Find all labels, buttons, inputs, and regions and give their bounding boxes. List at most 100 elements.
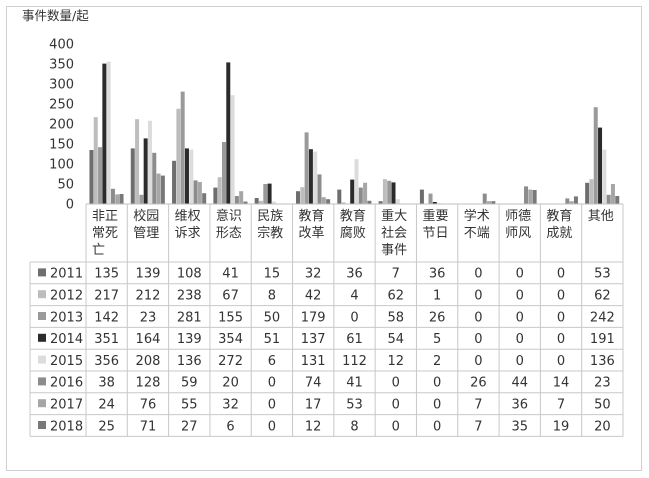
data-cell: 179 [301, 310, 326, 325]
category-label: 师德 [505, 209, 531, 224]
data-cell: 0 [268, 419, 276, 434]
category-label: 其他 [588, 209, 614, 224]
category-label: 事件 [381, 243, 407, 258]
bar [110, 188, 115, 204]
legend-label: 2012 [50, 289, 83, 304]
bar [176, 108, 181, 204]
data-cell: 32 [222, 398, 239, 413]
bar [230, 95, 235, 204]
bar [615, 196, 620, 204]
bar [382, 179, 387, 204]
category-label: 社会 [381, 225, 407, 241]
bar [271, 201, 276, 204]
legend-label: 2018 [50, 419, 83, 434]
y-tick-label: 0 [66, 198, 74, 213]
category-label: 常死 [92, 226, 118, 241]
bar [602, 149, 607, 204]
data-cell: 0 [474, 332, 482, 347]
bar [363, 182, 368, 204]
data-cell: 0 [557, 267, 565, 282]
bar [326, 199, 331, 204]
bar [573, 196, 578, 204]
data-cell: 12 [305, 419, 322, 434]
data-cell: 24 [98, 398, 115, 413]
data-cell: 7 [557, 398, 565, 413]
legend-swatch [38, 312, 46, 320]
data-cell: 0 [392, 419, 400, 434]
bar [93, 117, 98, 204]
data-cell: 0 [350, 310, 358, 325]
data-cell: 50 [594, 398, 611, 413]
data-cell: 212 [136, 289, 161, 304]
data-cell: 0 [474, 310, 482, 325]
data-cell: 41 [346, 376, 363, 391]
data-cell: 71 [140, 419, 157, 434]
bar [197, 182, 202, 204]
data-cell: 0 [268, 398, 276, 413]
bar [143, 138, 148, 204]
bar [354, 159, 359, 204]
bar [432, 202, 437, 204]
data-cell: 19 [553, 419, 570, 434]
y-tick-label: 350 [49, 58, 74, 73]
data-cell: 44 [511, 376, 528, 391]
data-cell: 0 [433, 376, 441, 391]
data-cell: 131 [301, 354, 326, 369]
legend-swatch [38, 333, 46, 342]
data-cell: 20 [594, 419, 611, 434]
data-cell: 38 [98, 376, 115, 391]
chart-frame [6, 6, 642, 471]
bar [102, 63, 107, 204]
bar [254, 198, 259, 204]
bar [135, 119, 140, 204]
bar [606, 194, 611, 204]
category-label: 非正 [92, 209, 118, 224]
category-label: 师风 [505, 226, 531, 241]
data-cell: 26 [470, 376, 487, 391]
bar [491, 201, 496, 204]
bar [358, 187, 363, 204]
legend-label: 2011 [50, 267, 83, 282]
bar [239, 191, 244, 204]
bar [98, 147, 103, 204]
data-cell: 2 [433, 354, 441, 369]
data-cell: 4 [350, 289, 358, 304]
bar [180, 91, 185, 204]
category-label: 宗教 [257, 225, 283, 241]
data-cell: 139 [136, 267, 161, 282]
bar [308, 149, 313, 204]
bar [378, 201, 383, 204]
legend-label: 2014 [50, 332, 83, 347]
data-cell: 17 [305, 398, 322, 413]
category-label: 维权 [175, 208, 201, 224]
data-cell: 242 [590, 310, 615, 325]
data-cell: 0 [557, 332, 565, 347]
data-cell: 0 [557, 310, 565, 325]
bar [300, 187, 305, 204]
bar [341, 202, 346, 204]
bar [139, 194, 144, 204]
data-cell: 5 [433, 332, 441, 347]
data-cell: 8 [350, 419, 358, 434]
data-cell: 238 [177, 289, 202, 304]
bar [263, 184, 268, 204]
legend-swatch [38, 355, 46, 364]
data-cell: 142 [94, 310, 119, 325]
bar [234, 196, 239, 204]
bar [258, 200, 263, 204]
data-cell: 0 [392, 398, 400, 413]
data-cell: 139 [177, 332, 202, 347]
data-cell: 54 [388, 332, 405, 347]
data-cell: 136 [177, 354, 202, 369]
bar [217, 177, 222, 204]
legend-label: 2013 [50, 310, 83, 325]
bar [226, 62, 231, 205]
bar [189, 149, 194, 204]
bar [202, 193, 207, 204]
data-cell: 7 [474, 419, 482, 434]
data-cell: 50 [264, 310, 281, 325]
bar [589, 179, 594, 204]
y-tick-label: 100 [49, 158, 74, 173]
data-cell: 12 [388, 354, 405, 369]
